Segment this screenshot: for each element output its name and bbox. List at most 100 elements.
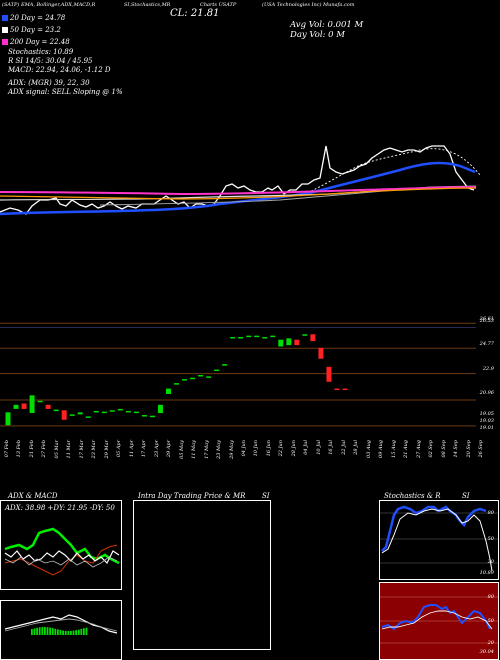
adx-panel-values: ADX: 38.98 +DY: 21.95 -DY: 50 bbox=[5, 504, 115, 512]
date-label: 22 Jun bbox=[278, 440, 285, 457]
macd-bar bbox=[31, 629, 33, 635]
legend-200-day: 200 Day = 22.48 bbox=[2, 38, 70, 46]
candle bbox=[157, 404, 163, 413]
price-axis-label: 26.53 bbox=[479, 318, 494, 324]
macd-bar bbox=[80, 628, 83, 635]
rsi-lines bbox=[380, 596, 498, 644]
ema-20-line bbox=[0, 161, 476, 216]
date-label: 08 Sep bbox=[440, 440, 447, 458]
macd-bar bbox=[38, 627, 41, 635]
date-label: 15 Aug bbox=[390, 440, 397, 458]
stochastics-k bbox=[381, 505, 487, 552]
date-label: 04 Jun bbox=[241, 440, 247, 457]
candle bbox=[318, 347, 324, 359]
stochastics-title-rsi: SI bbox=[462, 492, 470, 500]
intraday-title-rsi: SI bbox=[262, 492, 270, 500]
date-label: 17 Mar bbox=[78, 440, 85, 459]
macd-bar bbox=[46, 627, 49, 635]
macd-bar bbox=[70, 630, 72, 635]
date-label: 28 Jun bbox=[290, 440, 297, 457]
stochastics-d bbox=[381, 508, 493, 572]
date-label: 27 Aug bbox=[415, 440, 422, 458]
date-label: 23 May bbox=[216, 440, 223, 459]
macd-bar bbox=[41, 627, 44, 635]
macd-bar bbox=[54, 628, 57, 635]
date-label: 04 Jul bbox=[303, 440, 310, 455]
date-label: 05 Mar bbox=[53, 440, 60, 459]
rsi-signal bbox=[381, 610, 493, 630]
candle bbox=[222, 364, 228, 366]
date-label: 13 Feb bbox=[16, 440, 23, 458]
close-value: CL: 21.81 bbox=[170, 8, 220, 19]
candle bbox=[13, 404, 19, 409]
date-label: 23 Apr bbox=[153, 440, 160, 458]
candle bbox=[37, 400, 43, 403]
date-label: 29 Apr bbox=[166, 440, 173, 458]
date-label: 20 Sep bbox=[465, 440, 472, 458]
adx-lines bbox=[4, 527, 120, 576]
adx-line-2 bbox=[4, 556, 118, 568]
macd-bar bbox=[33, 628, 36, 635]
date-label: 17 May bbox=[203, 440, 210, 459]
stochastics-panel: 80 50 20 10.89 bbox=[379, 500, 499, 580]
rsi-current: 30.04 bbox=[479, 649, 494, 655]
candle bbox=[133, 411, 139, 414]
legend-20-day: 20 Day = 24.78 bbox=[2, 14, 65, 22]
macd-bar bbox=[83, 628, 85, 635]
stochastics-axis-20: 20 bbox=[487, 559, 494, 565]
candle bbox=[334, 388, 340, 391]
price-axis-label: 22.9 bbox=[482, 366, 494, 372]
candle bbox=[125, 410, 131, 413]
candle bbox=[190, 377, 196, 380]
date-label: 11 Apr bbox=[128, 440, 135, 458]
macd-bar bbox=[44, 627, 46, 635]
candle bbox=[85, 416, 91, 418]
date-label: 09 Aug bbox=[378, 440, 385, 458]
legend-20-day-swatch bbox=[2, 15, 8, 21]
candle bbox=[77, 412, 83, 415]
date-label: 11 Mar bbox=[66, 440, 73, 459]
candle bbox=[342, 388, 348, 391]
candle bbox=[214, 369, 220, 372]
candle bbox=[45, 404, 51, 409]
macd-panel bbox=[0, 600, 122, 660]
candle-chart bbox=[0, 322, 476, 427]
date-label: 17 Apr bbox=[141, 440, 148, 458]
macd-bar bbox=[64, 630, 67, 635]
candle bbox=[29, 395, 35, 413]
date-label: 07 Feb bbox=[4, 440, 10, 458]
company-name: (USA Technologies Inc) Munafa.com bbox=[262, 2, 355, 8]
price-axis-label: 19.01 bbox=[479, 425, 494, 431]
price-axis-label: 20.96 bbox=[479, 390, 494, 396]
date-label: 16 Jun bbox=[265, 440, 272, 457]
intraday-title: Intra Day Trading Price & MR bbox=[138, 492, 246, 500]
legend-50-day: 50 Day = 23.2 bbox=[2, 26, 61, 34]
candle bbox=[21, 403, 27, 409]
price-axis-label: 24.77 bbox=[479, 341, 494, 347]
date-label: 14 Sep bbox=[453, 440, 460, 458]
candle bbox=[117, 408, 123, 411]
candle bbox=[93, 410, 99, 413]
date-label: 11 May bbox=[191, 440, 198, 459]
candle bbox=[262, 337, 268, 339]
candle bbox=[238, 337, 244, 339]
candle bbox=[61, 410, 67, 420]
macd-readout: MACD: 22.94, 24.06, -1.12 D bbox=[8, 66, 111, 74]
candle bbox=[286, 338, 292, 346]
adx-line bbox=[4, 550, 120, 565]
date-label: 23 Mar bbox=[91, 440, 98, 459]
candle bbox=[198, 375, 204, 377]
candle bbox=[5, 412, 11, 426]
candle bbox=[149, 415, 155, 418]
macd-bar bbox=[51, 628, 54, 635]
adx-panel-title: ADX & MACD bbox=[8, 492, 58, 500]
price-axis-label: 19.05 bbox=[479, 411, 494, 417]
date-label: 02 Sep bbox=[428, 440, 435, 458]
rsi-axis-20: 20 bbox=[487, 640, 494, 646]
date-label: 26 Sep bbox=[478, 440, 484, 458]
adx-di-minus bbox=[4, 544, 118, 576]
candle bbox=[101, 411, 107, 414]
candle bbox=[302, 334, 308, 336]
macd-bar bbox=[72, 630, 75, 635]
